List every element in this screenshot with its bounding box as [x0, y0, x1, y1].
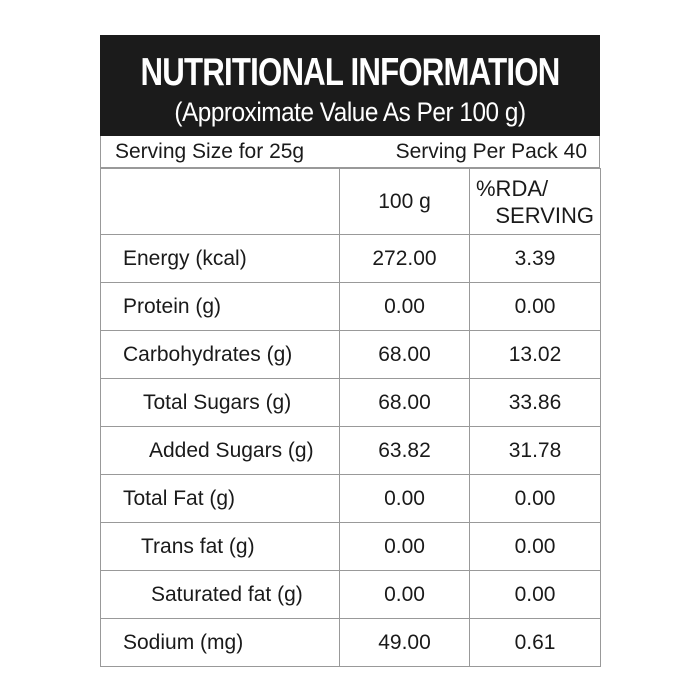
rda-value: 0.00 [469, 282, 601, 331]
rda-value: 31.78 [469, 426, 601, 475]
nutrient-name: Total Fat (g) [100, 474, 340, 523]
table-row: Sodium (mg) 49.00 0.61 [100, 618, 601, 667]
per100-header: 100 g [339, 168, 470, 235]
label-header: NUTRITIONAL INFORMATION (Approximate Val… [100, 35, 600, 136]
nutrient-name: Sodium (mg) [100, 618, 340, 667]
table-row: Added Sugars (g) 63.82 31.78 [100, 426, 601, 475]
table-row: Protein (g) 0.00 0.00 [100, 282, 601, 331]
per100-value: 68.00 [339, 378, 470, 427]
nutrient-name: Energy (kcal) [100, 234, 340, 283]
table-row: Saturated fat (g) 0.00 0.00 [100, 570, 601, 619]
nutrient-name: Saturated fat (g) [100, 570, 340, 619]
nutrition-label: NUTRITIONAL INFORMATION (Approximate Val… [100, 35, 601, 667]
serving-per-pack: Serving Per Pack 40 [395, 139, 587, 163]
rda-value: 13.02 [469, 330, 601, 379]
rda-value: 0.61 [469, 618, 601, 667]
per100-value: 0.00 [339, 522, 470, 571]
label-title: NUTRITIONAL INFORMATION [140, 51, 561, 94]
per100-value: 49.00 [339, 618, 470, 667]
rda-header: %RDA/SERVING [469, 168, 601, 235]
rda-value: 0.00 [469, 522, 601, 571]
nutrient-name: Total Sugars (g) [100, 378, 340, 427]
rda-value: 0.00 [469, 570, 601, 619]
rda-value: 33.86 [469, 378, 601, 427]
nutrition-table: 100 g %RDA/SERVING Energy (kcal) 272.00 3.… [100, 168, 601, 667]
serving-row: Serving Size for 25g Serving Per Pack 40 [100, 136, 600, 168]
label-subtitle: (Approximate Value As Per 100 g) [174, 97, 526, 127]
nutrient-name: Trans fat (g) [100, 522, 340, 571]
rda-header-line1: %RDA/ [476, 175, 549, 201]
serving-size: Serving Size for 25g [115, 139, 305, 163]
per100-value: 0.00 [339, 282, 470, 331]
per100-value: 63.82 [339, 426, 470, 475]
nutrient-name: Added Sugars (g) [100, 426, 340, 475]
per100-value: 68.00 [339, 330, 470, 379]
table-header-row: 100 g %RDA/SERVING [100, 168, 601, 235]
blank-header [100, 168, 340, 235]
per100-value: 272.00 [339, 234, 470, 283]
table-row: Total Sugars (g) 68.00 33.86 [100, 378, 601, 427]
table-row: Total Fat (g) 0.00 0.00 [100, 474, 601, 523]
rda-value: 0.00 [469, 474, 601, 523]
table-row: Carbohydrates (g) 68.00 13.02 [100, 330, 601, 379]
per100-value: 0.00 [339, 570, 470, 619]
rda-value: 3.39 [469, 234, 601, 283]
nutrient-name: Protein (g) [100, 282, 340, 331]
per100-value: 0.00 [339, 474, 470, 523]
table-row: Trans fat (g) 0.00 0.00 [100, 522, 601, 571]
rda-header-line2: SERVING [495, 202, 594, 228]
table-row: Energy (kcal) 272.00 3.39 [100, 234, 601, 283]
nutrient-name: Carbohydrates (g) [100, 330, 340, 379]
